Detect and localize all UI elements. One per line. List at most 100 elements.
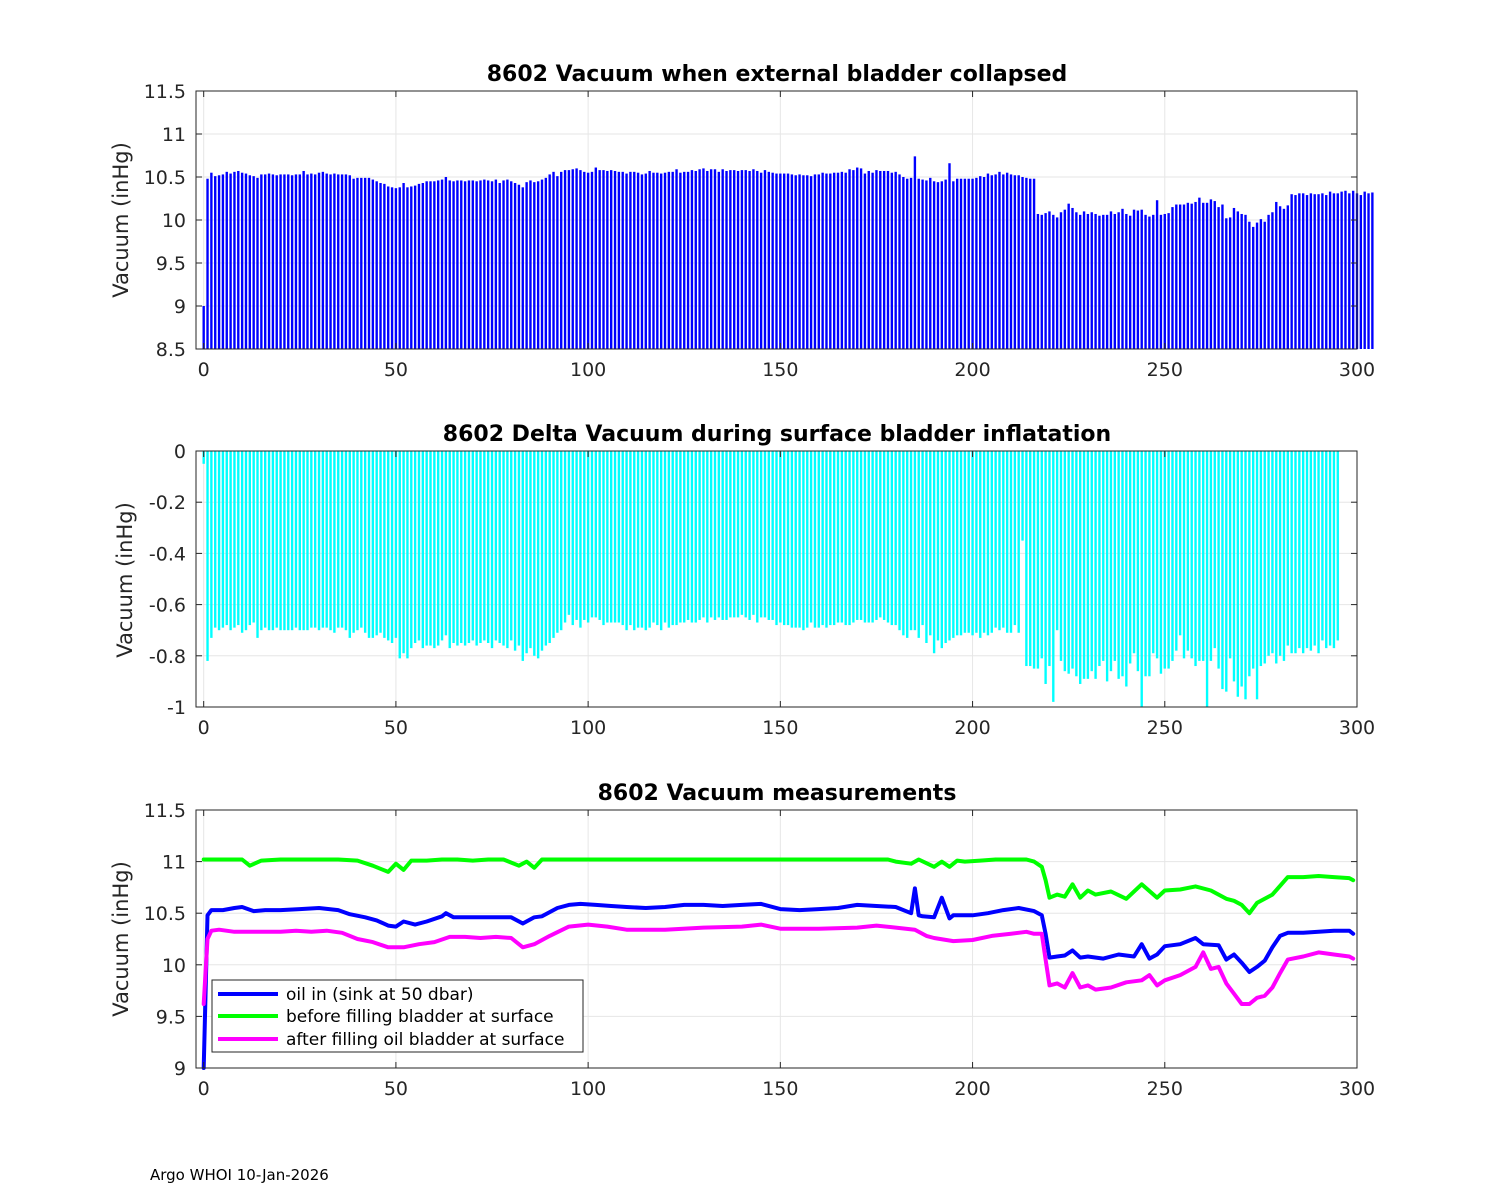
bar: [979, 451, 982, 638]
bar: [694, 451, 697, 623]
bar: [879, 170, 882, 349]
bar: [337, 451, 340, 628]
bar: [1136, 210, 1140, 349]
bar: [567, 451, 571, 615]
bar: [648, 451, 651, 628]
bar: [809, 451, 813, 623]
bar: [1117, 212, 1120, 349]
bar: [967, 178, 970, 349]
y-tick-label: 9.5: [156, 253, 186, 275]
bar: [940, 181, 943, 349]
bar: [536, 181, 540, 349]
bar: [963, 451, 967, 633]
bar: [248, 175, 252, 349]
bar: [1048, 211, 1051, 349]
bar: [1098, 451, 1101, 667]
bar: [506, 179, 509, 349]
bar: [1225, 218, 1228, 349]
bar: [1009, 451, 1013, 633]
bar: [1021, 451, 1024, 541]
bar: [463, 181, 467, 349]
bar: [1071, 207, 1074, 349]
bar: [437, 451, 440, 646]
bar: [852, 451, 855, 623]
bar: [256, 177, 259, 349]
bar: [998, 171, 1001, 349]
bar: [736, 451, 740, 618]
bar: [1186, 202, 1190, 349]
bar: [1217, 207, 1220, 349]
bar: [667, 171, 671, 349]
bar: [406, 187, 409, 349]
bar: [352, 178, 355, 349]
bar: [1132, 209, 1136, 349]
bar: [1082, 451, 1086, 679]
bar: [1298, 193, 1301, 349]
bar: [894, 171, 897, 349]
bar: [329, 174, 332, 349]
bar: [483, 179, 486, 349]
bar: [659, 451, 663, 631]
bar: [413, 451, 417, 643]
bar: [698, 451, 701, 620]
bar: [909, 451, 913, 631]
bar: [1109, 211, 1113, 349]
bar: [1298, 451, 1301, 649]
bar: [840, 171, 844, 349]
bar: [925, 180, 928, 349]
bar: [836, 172, 840, 349]
bar: [252, 451, 255, 623]
chart-title: 8602 Vacuum when external bladder collap…: [487, 62, 1068, 87]
bar: [871, 451, 874, 623]
x-tick-label: 100: [570, 1078, 606, 1100]
bar: [502, 180, 505, 349]
bar: [1005, 172, 1009, 349]
bar: [1259, 219, 1263, 349]
bar: [433, 451, 436, 649]
bar: [848, 451, 851, 626]
bar: [325, 451, 328, 628]
bar: [1240, 451, 1243, 687]
bar: [640, 451, 644, 628]
bar: [694, 170, 697, 349]
bar: [348, 175, 351, 349]
bar: [271, 451, 275, 631]
bar: [621, 451, 624, 626]
bar: [248, 451, 252, 626]
bar: [832, 172, 836, 349]
bar: [829, 451, 832, 626]
bar: [859, 168, 863, 349]
bar: [671, 451, 674, 626]
bar: [387, 186, 390, 349]
bar: [602, 170, 605, 349]
bar: [294, 451, 298, 628]
bar: [1325, 195, 1328, 349]
bar: [971, 178, 974, 349]
x-tick-label: 250: [1147, 1078, 1183, 1100]
bar: [667, 451, 671, 628]
bar: [721, 451, 724, 620]
bar: [575, 168, 578, 349]
y-tick-label: 10.5: [144, 903, 186, 925]
bar: [202, 451, 205, 464]
bar: [1363, 191, 1366, 349]
bar: [625, 173, 628, 349]
bar: [1171, 207, 1174, 349]
bar: [1125, 213, 1128, 349]
bar: [648, 170, 651, 349]
bar: [1317, 451, 1320, 654]
bar: [356, 177, 359, 349]
bar: [890, 451, 894, 626]
bar: [1132, 451, 1136, 654]
bar: [1190, 203, 1193, 349]
bar: [1175, 204, 1178, 349]
bar: [1236, 451, 1240, 697]
bar: [1205, 451, 1209, 707]
bar: [1059, 451, 1063, 661]
bar: [1063, 451, 1067, 672]
bar: [283, 451, 286, 631]
bar: [813, 451, 817, 628]
bar: [502, 451, 505, 646]
bar: [1305, 195, 1309, 349]
